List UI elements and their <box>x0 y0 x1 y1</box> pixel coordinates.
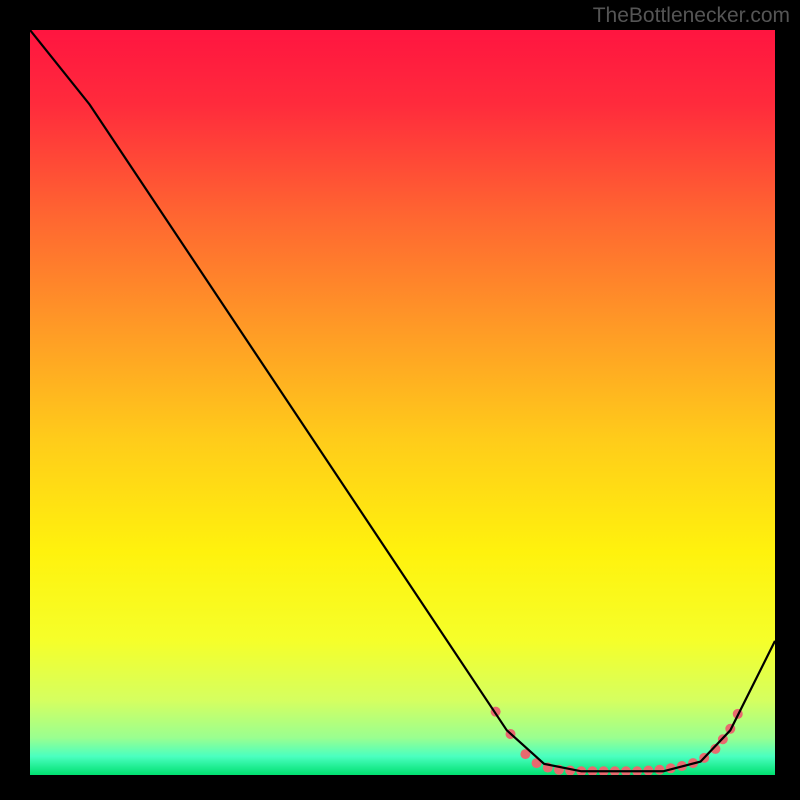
chart-line-layer <box>30 30 775 775</box>
chart-marker <box>655 765 665 775</box>
chart-markers <box>491 707 743 775</box>
chart-area <box>30 30 775 775</box>
chart-line <box>30 30 775 771</box>
watermark-text: TheBottlenecker.com <box>593 4 790 28</box>
